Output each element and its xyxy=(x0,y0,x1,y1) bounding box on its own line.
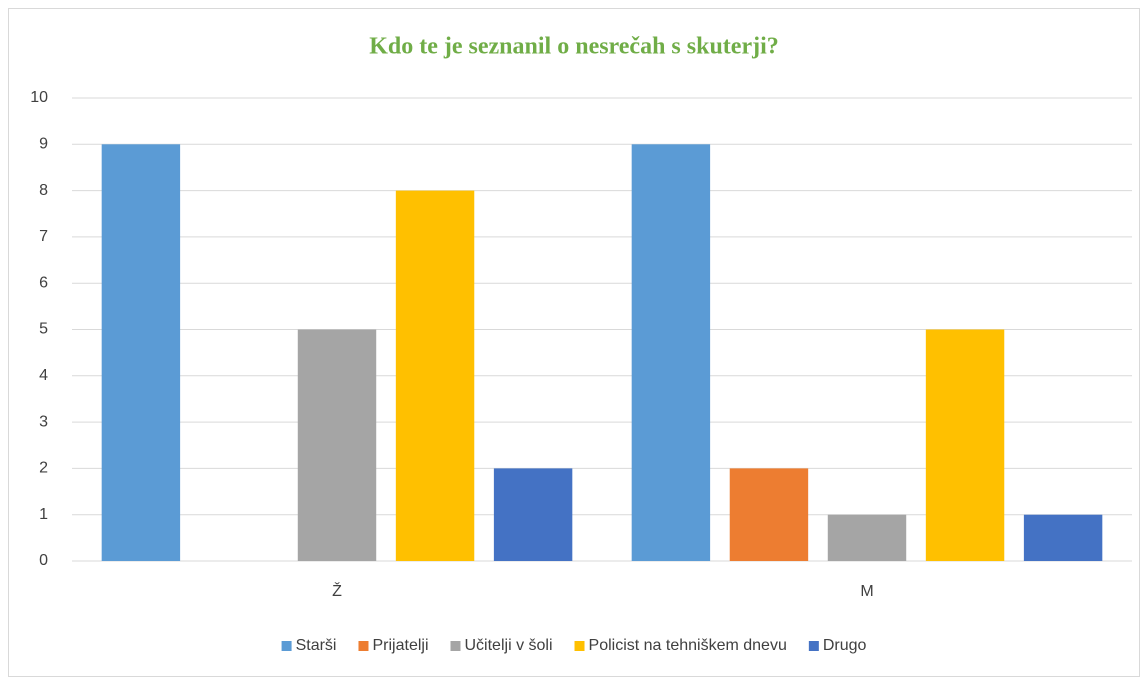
bar xyxy=(493,468,573,561)
y-tick-label: 1 xyxy=(39,506,48,523)
y-tick-label: 8 xyxy=(39,182,48,199)
y-tick-label: 0 xyxy=(39,552,48,569)
y-tick-label: 4 xyxy=(39,367,48,384)
legend-swatch xyxy=(574,641,585,651)
y-tick-label: 3 xyxy=(39,413,48,430)
chart-title: Kdo te je seznanil o nesrečah s skuterji… xyxy=(369,34,779,60)
bar xyxy=(1023,514,1103,561)
legend-swatch xyxy=(358,641,369,651)
y-tick-label: 2 xyxy=(39,460,48,477)
legend-label: Starši xyxy=(296,637,337,654)
bar xyxy=(297,329,377,561)
legend-label: Drugo xyxy=(823,637,867,654)
bar xyxy=(631,144,711,562)
bar xyxy=(395,190,475,561)
y-tick-label: 7 xyxy=(39,228,48,245)
y-tick-label: 6 xyxy=(39,274,48,291)
x-tick-label: M xyxy=(860,583,873,600)
legend-label: Prijatelji xyxy=(372,637,428,654)
legend-label: Učitelji v šoli xyxy=(465,637,553,654)
bar xyxy=(729,468,809,561)
bar xyxy=(827,514,907,561)
bar xyxy=(925,329,1005,561)
legend-swatch xyxy=(450,641,461,651)
legend-label: Policist na tehniškem dnevu xyxy=(589,637,787,654)
legend-swatch xyxy=(281,641,292,651)
y-tick-label: 5 xyxy=(39,321,48,338)
y-tick-label: 10 xyxy=(30,89,48,106)
bar xyxy=(101,144,181,562)
y-tick-label: 9 xyxy=(39,136,48,153)
x-tick-label: Ž xyxy=(332,581,342,600)
legend-swatch xyxy=(808,641,819,651)
